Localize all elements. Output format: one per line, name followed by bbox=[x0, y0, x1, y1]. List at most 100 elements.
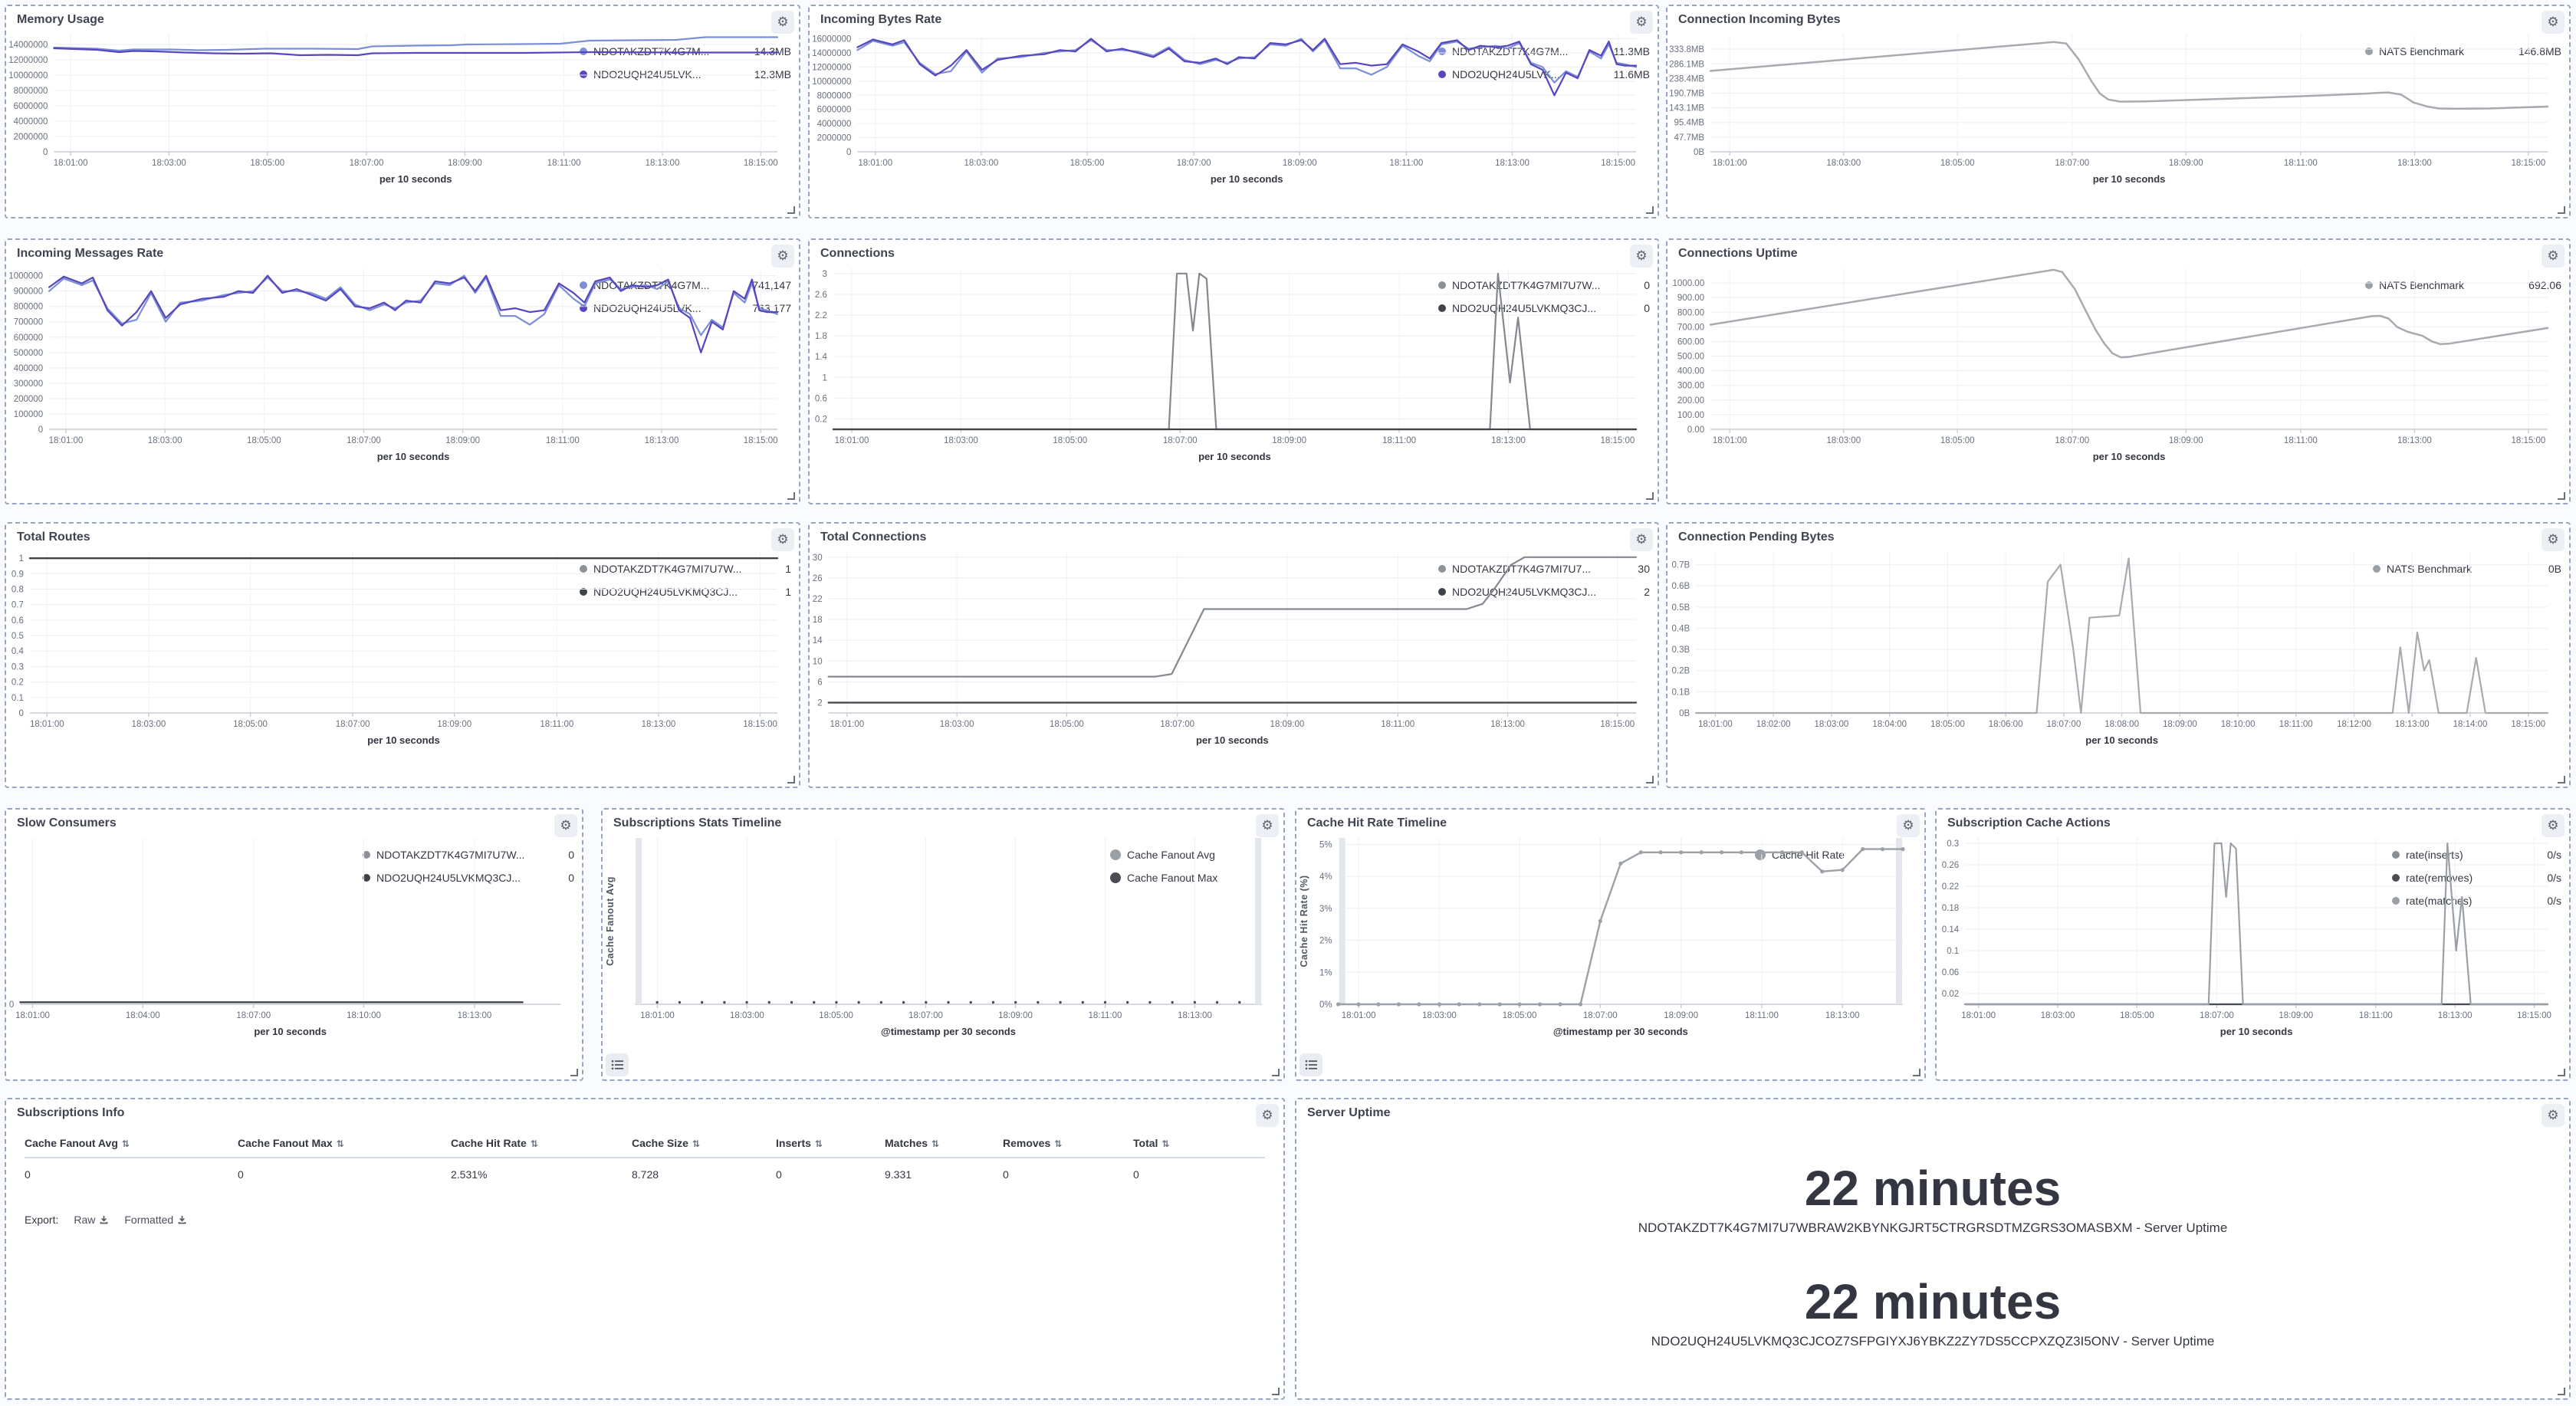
panel-settings-button[interactable] bbox=[2542, 528, 2564, 551]
resize-handle-icon[interactable] bbox=[2558, 206, 2565, 214]
svg-text:0.14: 0.14 bbox=[1942, 925, 1960, 935]
export-formatted-label: Formatted bbox=[124, 1214, 174, 1226]
panel-settings-button[interactable] bbox=[1630, 11, 1653, 34]
export-formatted-link[interactable]: Formatted bbox=[124, 1214, 187, 1226]
resize-handle-icon[interactable] bbox=[787, 206, 795, 214]
svg-text:18:07:00: 18:07:00 bbox=[2200, 1011, 2234, 1020]
legend-item[interactable]: NDOTAKZDT7K4G7MI7U7W... 1 bbox=[580, 563, 791, 575]
column-header-cache-fanout-max[interactable]: Cache Fanout Max bbox=[238, 1131, 451, 1158]
legend-item[interactable]: rate(inserts) 0/s bbox=[2392, 849, 2561, 861]
legend-series-value: 1 bbox=[785, 586, 791, 598]
svg-text:0: 0 bbox=[846, 148, 851, 157]
panel-settings-button[interactable] bbox=[2542, 814, 2564, 837]
resize-handle-icon[interactable] bbox=[2558, 1388, 2565, 1395]
svg-text:18:01:00: 18:01:00 bbox=[1713, 436, 1747, 445]
resize-handle-icon[interactable] bbox=[787, 776, 795, 783]
legend-series-dot-icon bbox=[363, 874, 370, 882]
panel-settings-button[interactable] bbox=[1630, 528, 1653, 551]
column-header-cache-fanout-avg[interactable]: Cache Fanout Avg bbox=[25, 1131, 238, 1158]
download-icon bbox=[178, 1215, 186, 1224]
svg-text:18:15:00: 18:15:00 bbox=[2517, 1011, 2551, 1020]
svg-text:18:13:00: 18:13:00 bbox=[1491, 436, 1526, 445]
resize-handle-icon[interactable] bbox=[1272, 1388, 1280, 1395]
legend-item[interactable]: NDOTAKZDT7K4G7M... 741,147 bbox=[580, 279, 791, 291]
panel-settings-button[interactable] bbox=[771, 11, 794, 34]
svg-text:2.6: 2.6 bbox=[815, 291, 827, 300]
panel-settings-button[interactable] bbox=[554, 814, 577, 837]
legend-item[interactable]: NDO2UQH24U5LVKMQ3CJ... 1 bbox=[580, 586, 791, 598]
panel-settings-button[interactable] bbox=[1630, 245, 1653, 268]
panel-settings-button[interactable] bbox=[2542, 1104, 2564, 1127]
panel-settings-button[interactable] bbox=[771, 528, 794, 551]
panel-settings-button[interactable] bbox=[1897, 814, 1920, 837]
column-header-removes[interactable]: Removes bbox=[1003, 1131, 1133, 1158]
sort-icon bbox=[122, 1138, 130, 1149]
svg-text:0.6: 0.6 bbox=[12, 616, 24, 626]
legend-item[interactable]: NDOTAKZDT7K4G7MI7U7... 30 bbox=[1438, 563, 1650, 575]
column-header-total[interactable]: Total bbox=[1133, 1131, 1265, 1158]
resize-handle-icon[interactable] bbox=[2558, 776, 2565, 783]
svg-text:0.4: 0.4 bbox=[12, 647, 25, 656]
resize-handle-icon[interactable] bbox=[1646, 492, 1654, 500]
resize-handle-icon[interactable] bbox=[2558, 492, 2565, 500]
legend-item[interactable]: NDO2UQH24U5LVK... 12.3MB bbox=[580, 68, 791, 80]
legend-item[interactable]: NATS Benchmark 146.8MB bbox=[2365, 45, 2561, 57]
svg-text:26: 26 bbox=[813, 574, 823, 583]
resize-handle-icon[interactable] bbox=[1272, 1069, 1280, 1076]
svg-text:6000000: 6000000 bbox=[14, 102, 48, 111]
chart-legend: NDOTAKZDT7K4G7MI7U7W... 0 NDO2UQH24U5LVKMQ… bbox=[360, 832, 582, 1079]
legend-item[interactable]: rate(removes) 0/s bbox=[2392, 872, 2561, 884]
legend-item[interactable]: rate(matches) 0/s bbox=[2392, 895, 2561, 907]
panel-settings-button[interactable] bbox=[1256, 1104, 1279, 1127]
table-cell: 0 bbox=[776, 1168, 782, 1181]
chart-data-button[interactable] bbox=[606, 1053, 629, 1076]
resize-handle-icon[interactable] bbox=[2558, 1069, 2565, 1076]
column-header-inserts[interactable]: Inserts bbox=[776, 1131, 885, 1158]
resize-handle-icon[interactable] bbox=[1646, 206, 1654, 214]
panel-settings-button[interactable] bbox=[771, 245, 794, 268]
legend-item[interactable]: NDO2UQH24U5LVKMQ3CJ... 2 bbox=[1438, 586, 1650, 598]
svg-text:18:05:00: 18:05:00 bbox=[247, 436, 281, 445]
svg-text:18:15:00: 18:15:00 bbox=[2512, 159, 2546, 168]
svg-text:22: 22 bbox=[813, 595, 823, 604]
panel-settings-button[interactable] bbox=[2542, 245, 2564, 268]
panel-connection-pending-bytes: Connection Pending Bytes 0B0.1B0.2B0.3B0… bbox=[1666, 522, 2571, 788]
legend-item[interactable]: NDOTAKZDT7K4G7M... 11.3MB bbox=[1438, 45, 1650, 57]
svg-text:18:03:00: 18:03:00 bbox=[1826, 436, 1861, 445]
svg-text:0.7B: 0.7B bbox=[1672, 561, 1691, 570]
column-header-matches[interactable]: Matches bbox=[885, 1131, 1003, 1158]
column-header-cache-size[interactable]: Cache Size bbox=[632, 1131, 776, 1158]
legend-item[interactable]: Cache Fanout Avg bbox=[1110, 849, 1276, 861]
uptime-label: NDOTAKZDT7K4G7MI7U7WBRAW2KBYNKGJRT5CTRGR… bbox=[1638, 1220, 2228, 1235]
resize-handle-icon[interactable] bbox=[787, 492, 795, 500]
panel-settings-button[interactable] bbox=[2542, 11, 2564, 34]
svg-text:100000: 100000 bbox=[14, 410, 43, 419]
svg-text:18:01:00: 18:01:00 bbox=[15, 1011, 50, 1020]
legend-item[interactable]: NDOTAKZDT7K4G7MI7U7W... 0 bbox=[1438, 279, 1650, 291]
resize-handle-icon[interactable] bbox=[1646, 776, 1654, 783]
svg-text:0.3: 0.3 bbox=[12, 662, 24, 672]
legend-item[interactable]: NATS Benchmark 692.06 bbox=[2365, 279, 2561, 291]
legend-item[interactable]: Cache Fanout Max bbox=[1110, 872, 1276, 884]
panel-settings-button[interactable] bbox=[1256, 814, 1279, 837]
resize-handle-icon[interactable] bbox=[1913, 1069, 1921, 1076]
svg-text:18:09:00: 18:09:00 bbox=[1272, 436, 1306, 445]
resize-handle-icon[interactable] bbox=[570, 1069, 578, 1076]
column-header-cache-hit-rate[interactable]: Cache Hit Rate bbox=[451, 1131, 632, 1158]
panel-connections-uptime: Connections Uptime 0.00 100.00 200.00 300.0… bbox=[1666, 238, 2571, 504]
svg-text:per 10 seconds: per 10 seconds bbox=[380, 173, 452, 185]
svg-text:Cache Hit Rate (%): Cache Hit Rate (%) bbox=[1299, 875, 1309, 967]
chart-legend: NDOTAKZDT7K4G7M... 11.3MB NDO2UQH24U5LVK..… bbox=[1435, 28, 1658, 217]
legend-item[interactable]: NATS Benchmark 0B bbox=[2373, 563, 2561, 575]
legend-item[interactable]: NDO2UQH24U5LVKMQ3CJ... 0 bbox=[1438, 302, 1650, 314]
export-raw-link[interactable]: Raw bbox=[74, 1214, 109, 1226]
svg-text:18:11:00: 18:11:00 bbox=[540, 720, 573, 729]
legend-item[interactable]: NDO2UQH24U5LVKMQ3CJ... 0 bbox=[363, 872, 574, 884]
legend-item[interactable]: NDO2UQH24U5LVK... 11.6MB bbox=[1438, 68, 1650, 80]
legend-series-value: 0/s bbox=[2547, 849, 2561, 861]
svg-text:18:03:00: 18:03:00 bbox=[1826, 159, 1861, 168]
chart-data-button[interactable] bbox=[1300, 1053, 1322, 1076]
cache-hit-rate-timeline-chart: 0% 1% 2% 3% 4% 5% 18:01:00 18:03:00 18:05:00 18:0… bbox=[1296, 832, 1905, 1079]
legend-item[interactable]: NDOTAKZDT7K4G7MI7U7W... 0 bbox=[363, 849, 574, 861]
uptime-value: 22 minutes bbox=[1804, 1274, 2062, 1330]
